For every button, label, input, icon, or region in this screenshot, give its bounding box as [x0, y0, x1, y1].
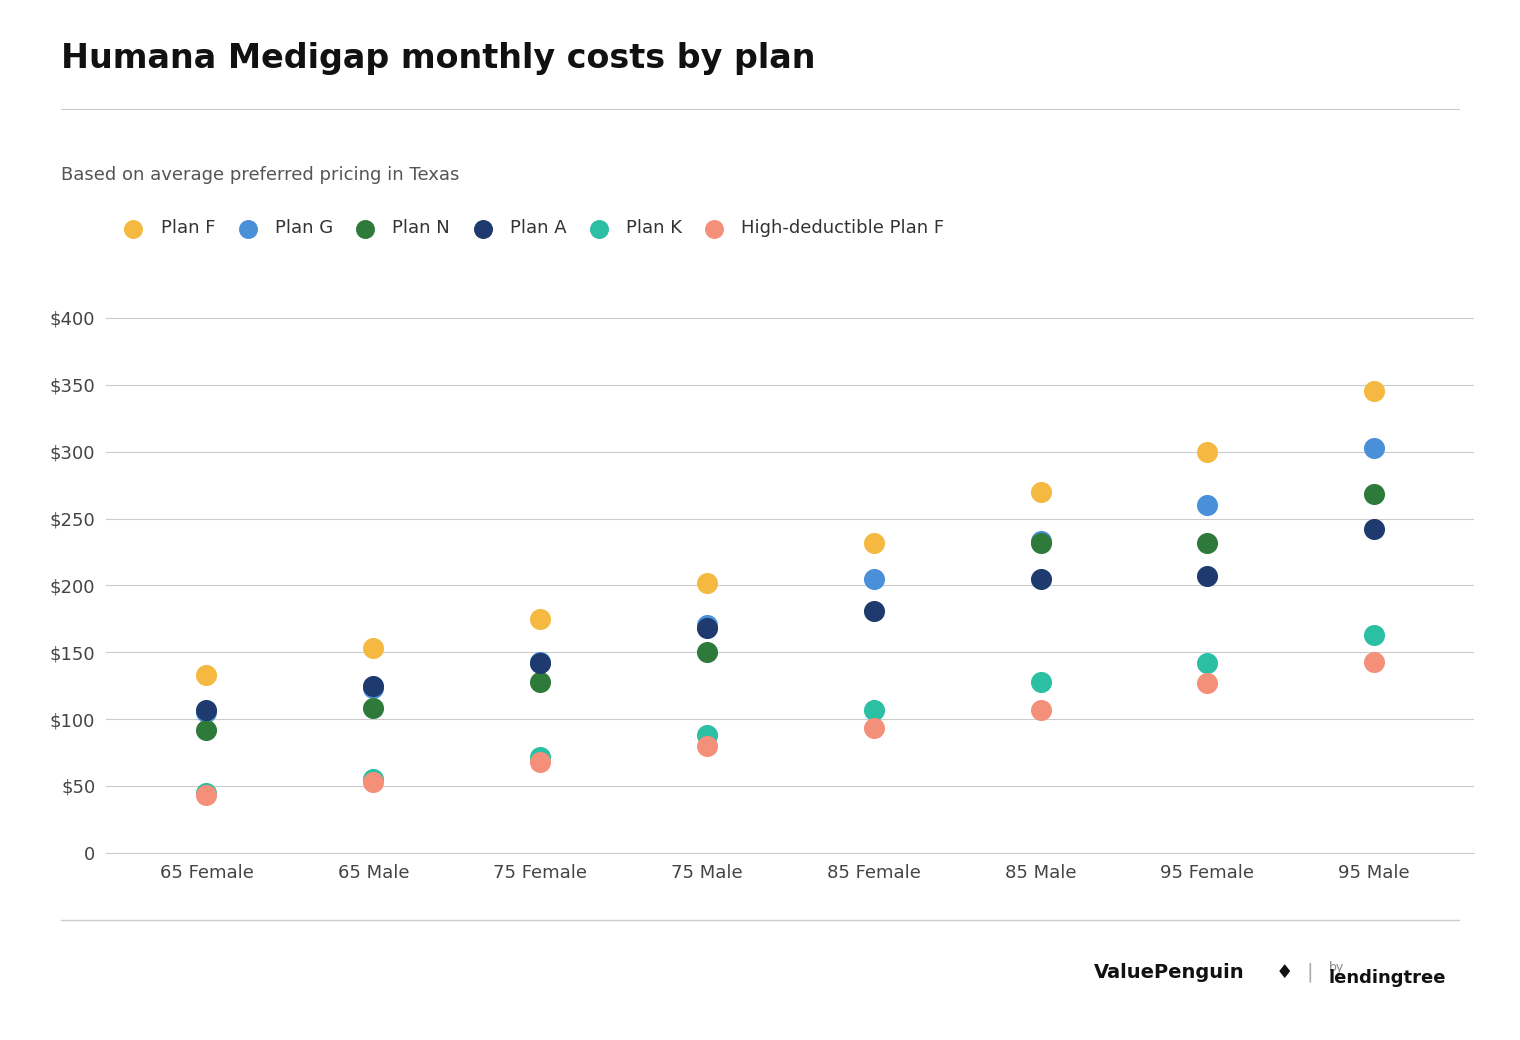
- Text: by: by: [1328, 961, 1344, 973]
- Point: [195, 701, 219, 718]
- Point: [1195, 675, 1219, 692]
- Point: [362, 640, 386, 656]
- Text: ♦: ♦: [1275, 963, 1294, 982]
- Point: [862, 570, 886, 587]
- Point: [1362, 521, 1386, 538]
- Legend: Plan F, Plan G, Plan N, Plan A, Plan K, High-deductible Plan F: Plan F, Plan G, Plan N, Plan A, Plan K, …: [116, 219, 944, 237]
- Text: lendingtree: lendingtree: [1328, 968, 1446, 987]
- Point: [1029, 701, 1053, 718]
- Point: [862, 720, 886, 736]
- Point: [527, 673, 552, 690]
- Text: ValuePenguin: ValuePenguin: [1094, 963, 1245, 982]
- Point: [1195, 568, 1219, 584]
- Point: [527, 610, 552, 627]
- Point: [362, 700, 386, 717]
- Point: [1029, 570, 1053, 587]
- Point: [1362, 383, 1386, 399]
- Point: [695, 727, 719, 744]
- Point: [362, 677, 386, 694]
- Point: [695, 644, 719, 660]
- Point: [195, 722, 219, 738]
- Point: [1195, 654, 1219, 671]
- Point: [195, 787, 219, 804]
- Point: [362, 774, 386, 790]
- Point: [527, 654, 552, 671]
- Point: [195, 704, 219, 721]
- Point: [527, 748, 552, 764]
- Point: [695, 617, 719, 633]
- Point: [695, 737, 719, 754]
- Point: [527, 653, 552, 670]
- Point: [862, 602, 886, 619]
- Point: [1029, 484, 1053, 500]
- Point: [527, 754, 552, 771]
- Point: [695, 620, 719, 636]
- Point: [362, 680, 386, 697]
- Point: [1362, 486, 1386, 502]
- Point: [1029, 532, 1053, 549]
- Point: [195, 784, 219, 801]
- Point: [1362, 653, 1386, 670]
- Point: [362, 771, 386, 787]
- Text: Humana Medigap monthly costs by plan: Humana Medigap monthly costs by plan: [61, 42, 815, 75]
- Point: [695, 574, 719, 591]
- Text: |: |: [1307, 963, 1313, 982]
- Text: Based on average preferred pricing in Texas: Based on average preferred pricing in Te…: [61, 166, 459, 184]
- Point: [1362, 626, 1386, 643]
- Point: [1195, 497, 1219, 514]
- Point: [862, 535, 886, 551]
- Point: [1029, 673, 1053, 690]
- Point: [1029, 535, 1053, 551]
- Point: [1195, 443, 1219, 460]
- Point: [1195, 535, 1219, 551]
- Point: [862, 701, 886, 718]
- Point: [195, 667, 219, 683]
- Point: [1362, 439, 1386, 456]
